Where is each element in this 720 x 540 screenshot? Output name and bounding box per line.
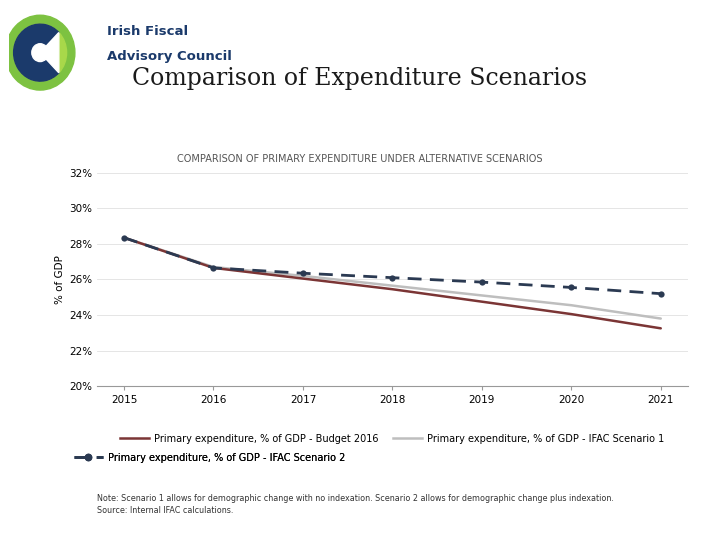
Text: Comparison of Expenditure Scenarios: Comparison of Expenditure Scenarios [132,67,588,90]
Y-axis label: % of GDP: % of GDP [55,255,65,304]
Text: Advisory Council: Advisory Council [107,50,231,63]
Polygon shape [40,32,59,73]
Legend: Primary expenditure, % of GDP - IFAC Scenario 2: Primary expenditure, % of GDP - IFAC Sce… [73,453,345,463]
Circle shape [14,24,66,81]
Circle shape [5,15,75,90]
Text: Note: Scenario 1 allows for demographic change with no indexation. Scenario 2 al: Note: Scenario 1 allows for demographic … [97,494,614,503]
Text: COMPARISON OF PRIMARY EXPENDITURE UNDER ALTERNATIVE SCENARIOS: COMPARISON OF PRIMARY EXPENDITURE UNDER … [177,153,543,164]
Wedge shape [14,24,59,81]
Text: Irish Fiscal: Irish Fiscal [107,25,188,38]
Text: Source: Internal IFAC calculations.: Source: Internal IFAC calculations. [97,506,233,515]
Circle shape [32,44,48,62]
